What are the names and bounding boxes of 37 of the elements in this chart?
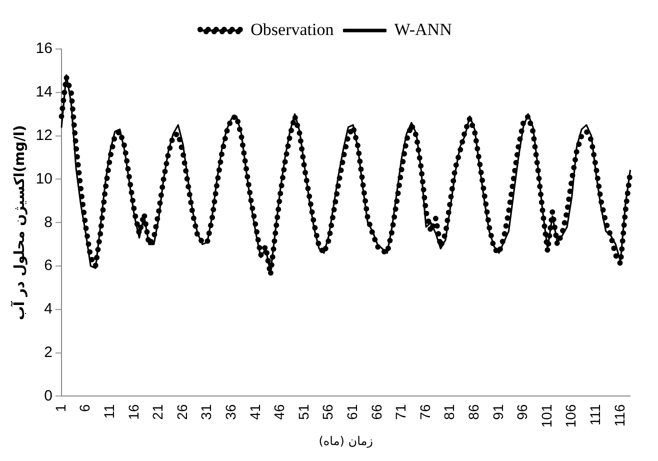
legend-label: W-ANN: [394, 20, 452, 39]
x-tick-label: 41: [246, 404, 263, 420]
x-tick-label: 21: [150, 404, 166, 420]
x-tick-label: 106: [562, 404, 579, 428]
x-tick-label: 71: [392, 404, 409, 420]
legend-label: Observation: [250, 20, 334, 39]
x-tick-label: 76: [416, 404, 433, 420]
y-axis-title: اکسیژن محلول در آب(mg/l): [10, 125, 28, 320]
x-tick-label: 101: [538, 404, 554, 428]
y-tick-label: 6: [44, 257, 52, 274]
y-tick-label: 12: [36, 126, 52, 144]
x-tick-label: 81: [441, 404, 458, 420]
x-tick-label: 61: [344, 404, 360, 420]
x-tick-label: 96: [514, 404, 530, 420]
x-tick-label: 111: [587, 404, 604, 426]
x-axis-title: زمان (ماه): [318, 434, 374, 448]
y-tick-label: 14: [36, 84, 52, 101]
y-tick-label: 2: [44, 344, 52, 361]
x-tick-label: 26: [174, 404, 190, 420]
x-tick-label: 36: [222, 404, 238, 420]
y-tick-label: 0: [44, 387, 52, 404]
x-tick-label: 31: [198, 404, 214, 420]
y-tick-label: 10: [36, 170, 52, 188]
x-tick-label: 66: [368, 404, 384, 420]
x-tick-label: 6: [76, 404, 93, 412]
x-tick-label: 91: [490, 404, 506, 420]
x-tick-label: 51: [295, 404, 312, 420]
y-tick-label: 8: [44, 214, 52, 231]
x-tick-label: 56: [320, 404, 336, 420]
x-tick-label: 46: [271, 404, 288, 420]
x-tick-label: 16: [125, 404, 142, 420]
x-tick-label: 1: [52, 404, 68, 412]
x-tick-label: 86: [466, 404, 482, 420]
y-tick-label: 4: [44, 300, 52, 318]
y-tick-label: 16: [36, 40, 52, 58]
x-tick-label: 11: [100, 404, 117, 419]
x-tick-label: 116: [611, 404, 628, 427]
